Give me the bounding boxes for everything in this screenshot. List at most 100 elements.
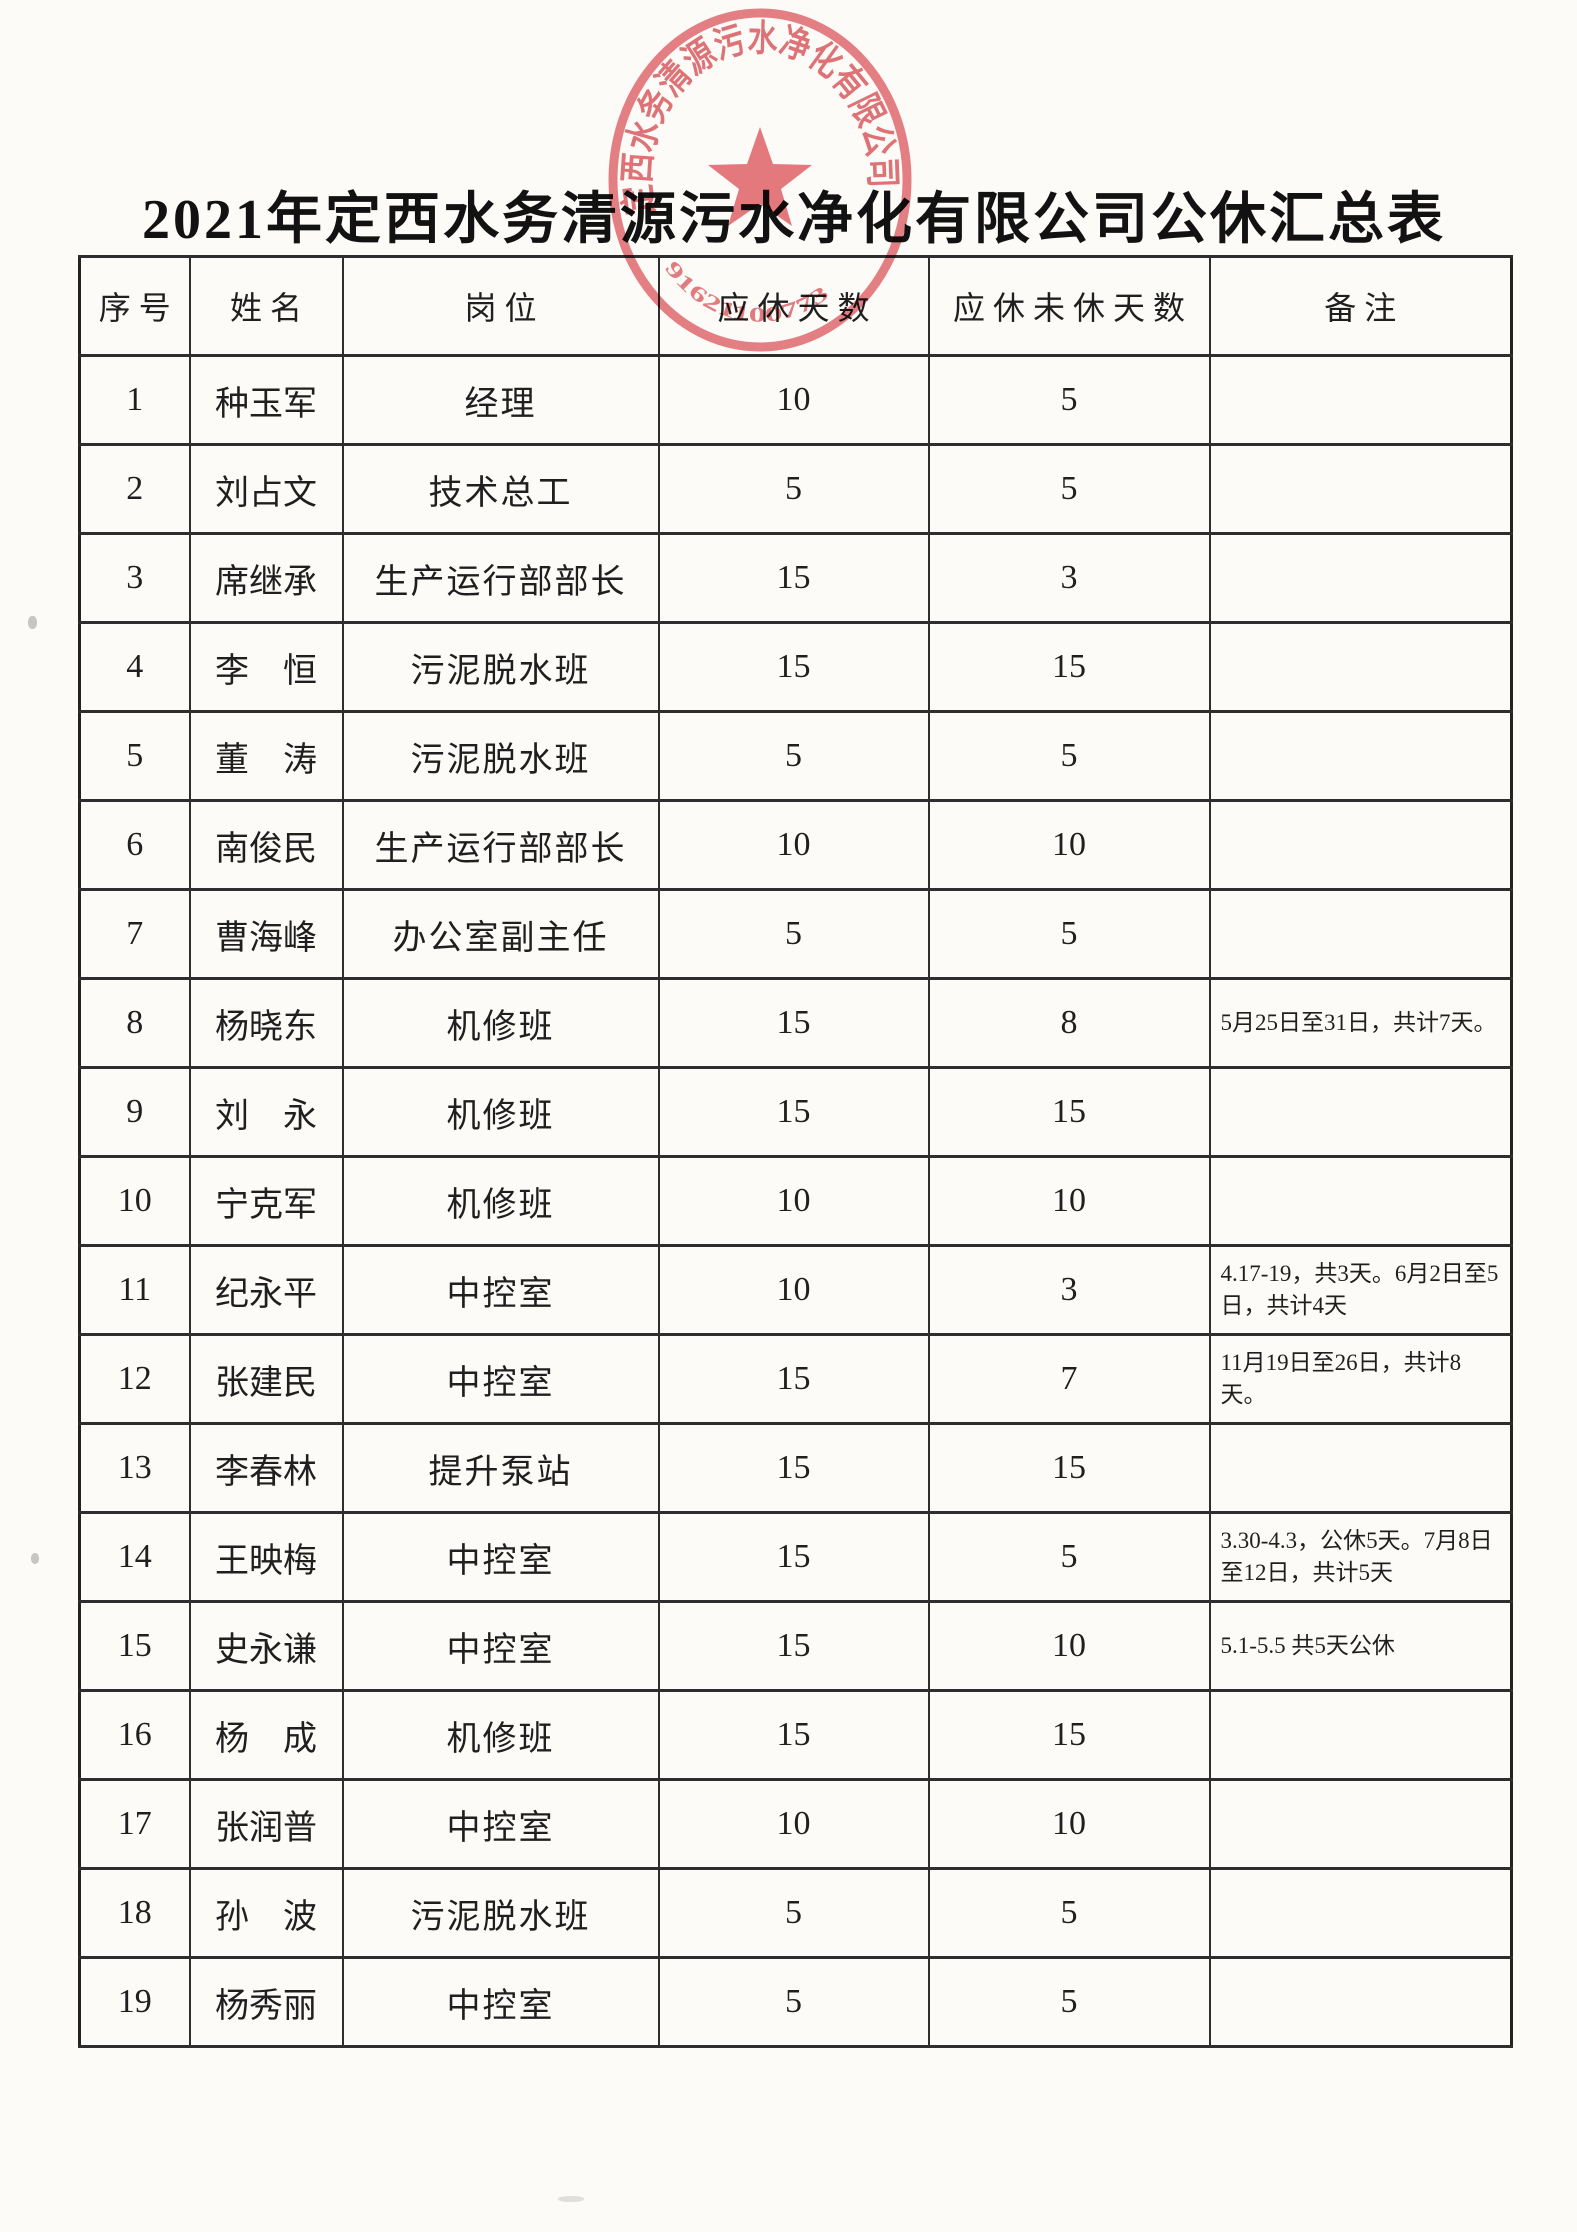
cell-days-unused: 10: [927, 1155, 1211, 1247]
cell-remark: 5月25日至31日，共计7天。: [1208, 977, 1513, 1069]
cell-name: 史永谦: [188, 1600, 344, 1692]
cell-name: 张润普: [188, 1778, 344, 1870]
scan-artifact: [31, 1553, 39, 1564]
cell-remark: [1208, 1689, 1513, 1781]
cell-name: 席继承: [188, 532, 344, 624]
cell-days-due: 15: [657, 1689, 930, 1781]
cell-days-due: 10: [657, 1778, 930, 1870]
table-body: 1 种玉军 经理 10 5 2 刘占文 技术总工 5 5 3 席继承 生产运行部部长 15 3 4 李 恒污泥脱…: [78, 354, 1513, 2048]
cell-days-due: 10: [657, 1244, 930, 1336]
cell-no: 7: [78, 888, 191, 980]
cell-remark: [1208, 1422, 1513, 1514]
cell-days-unused: 8: [927, 977, 1211, 1069]
cell-remark: 11月19日至26日，共计8天。: [1208, 1333, 1513, 1425]
cell-remark: [1208, 621, 1513, 713]
cell-no: 6: [78, 799, 191, 891]
cell-days-unused: 5: [927, 1867, 1211, 1959]
cell-position: 技术总工: [341, 443, 660, 535]
cell-position: 污泥脱水班: [341, 621, 660, 713]
cell-remark: [1208, 710, 1513, 802]
cell-no: 18: [78, 1867, 191, 1959]
cell-no: 8: [78, 977, 191, 1069]
table-row: 8 杨晓东 机修班 15 8 5月25日至31日，共计7天。: [78, 977, 1513, 1069]
cell-remark: [1208, 1956, 1513, 2048]
cell-days-due: 15: [657, 1600, 930, 1692]
cell-position: 中控室: [341, 1511, 660, 1603]
cell-remark: 4.17-19，共3天。6月2日至5日，共计4天: [1208, 1244, 1513, 1336]
cell-days-unused: 5: [927, 354, 1211, 446]
cell-days-unused: 10: [927, 1600, 1211, 1692]
cell-name: 孙 波: [188, 1867, 344, 1959]
cell-days-unused: 5: [927, 888, 1211, 980]
table-row: 13 李春林 提升泵站 15 15: [78, 1422, 1513, 1514]
cell-no: 16: [78, 1689, 191, 1781]
leave-summary-table: 序号 姓名 岗位 应休天数 应休未休天数 备注 1 种玉军 经理 10 5 2 刘占文 技术总…: [78, 255, 1513, 2048]
cell-days-due: 15: [657, 1422, 930, 1514]
cell-name: 杨秀丽: [188, 1956, 344, 2048]
cell-days-unused: 15: [927, 621, 1211, 713]
cell-no: 14: [78, 1511, 191, 1603]
cell-days-due: 10: [657, 799, 930, 891]
cell-days-due: 15: [657, 621, 930, 713]
cell-position: 机修班: [341, 1066, 660, 1158]
cell-remark: 3.30-4.3，公休5天。7月8日至12日，共计5天: [1208, 1511, 1513, 1603]
cell-days-due: 15: [657, 532, 930, 624]
cell-no: 13: [78, 1422, 191, 1514]
cell-position: 经理: [341, 354, 660, 446]
cell-no: 1: [78, 354, 191, 446]
cell-position: 生产运行部部长: [341, 799, 660, 891]
cell-name: 杨晓东: [188, 977, 344, 1069]
table-row: 12 张建民 中控室 15 7 11月19日至26日，共计8天。: [78, 1333, 1513, 1425]
cell-days-unused: 15: [927, 1689, 1211, 1781]
table-row: 14 王映梅 中控室 15 5 3.30-4.3，公休5天。7月8日至12日，共计5天: [78, 1511, 1513, 1603]
scan-artifact: [558, 2196, 584, 2202]
cell-days-unused: 10: [927, 1778, 1211, 1870]
cell-days-due: 5: [657, 888, 930, 980]
table-row: 7 曹海峰 办公室副主任 5 5: [78, 888, 1513, 980]
cell-name: 纪永平: [188, 1244, 344, 1336]
header-row: 序号 姓名 岗位 应休天数 应休未休天数 备注: [78, 255, 1513, 357]
cell-days-due: 5: [657, 710, 930, 802]
cell-name: 董 涛: [188, 710, 344, 802]
cell-remark: 5.1-5.5 共5天公休: [1208, 1600, 1513, 1692]
cell-name: 李春林: [188, 1422, 344, 1514]
cell-position: 机修班: [341, 1155, 660, 1247]
cell-days-due: 5: [657, 1867, 930, 1959]
cell-days-unused: 3: [927, 1244, 1211, 1336]
cell-position: 污泥脱水班: [341, 710, 660, 802]
cell-days-unused: 15: [927, 1422, 1211, 1514]
cell-name: 宁克军: [188, 1155, 344, 1247]
table-row: 3 席继承 生产运行部部长 15 3: [78, 532, 1513, 624]
table-row: 18 孙 波污泥脱水班 5 5: [78, 1867, 1513, 1959]
table-row: 10 宁克军 机修班 10 10: [78, 1155, 1513, 1247]
cell-name: 种玉军: [188, 354, 344, 446]
scan-artifact: [28, 616, 37, 629]
cell-days-unused: 5: [927, 1956, 1211, 2048]
cell-no: 10: [78, 1155, 191, 1247]
table-row: 16 杨 成机修班 15 15: [78, 1689, 1513, 1781]
cell-days-due: 15: [657, 1333, 930, 1425]
cell-name: 南俊民: [188, 799, 344, 891]
cell-remark: [1208, 888, 1513, 980]
cell-no: 12: [78, 1333, 191, 1425]
col-header-position: 岗位: [341, 255, 660, 357]
cell-position: 污泥脱水班: [341, 1867, 660, 1959]
cell-position: 办公室副主任: [341, 888, 660, 980]
table-row: 19 杨秀丽 中控室 5 5: [78, 1956, 1513, 2048]
cell-days-due: 5: [657, 1956, 930, 2048]
cell-name: 王映梅: [188, 1511, 344, 1603]
cell-remark: [1208, 1778, 1513, 1870]
cell-remark: [1208, 1867, 1513, 1959]
cell-position: 中控室: [341, 1956, 660, 2048]
cell-no: 4: [78, 621, 191, 713]
cell-name: 杨 成: [188, 1689, 344, 1781]
cell-remark: [1208, 443, 1513, 535]
cell-days-unused: 5: [927, 710, 1211, 802]
cell-no: 5: [78, 710, 191, 802]
cell-position: 生产运行部部长: [341, 532, 660, 624]
cell-name: 李 恒: [188, 621, 344, 713]
col-header-days-due: 应休天数: [657, 255, 930, 357]
